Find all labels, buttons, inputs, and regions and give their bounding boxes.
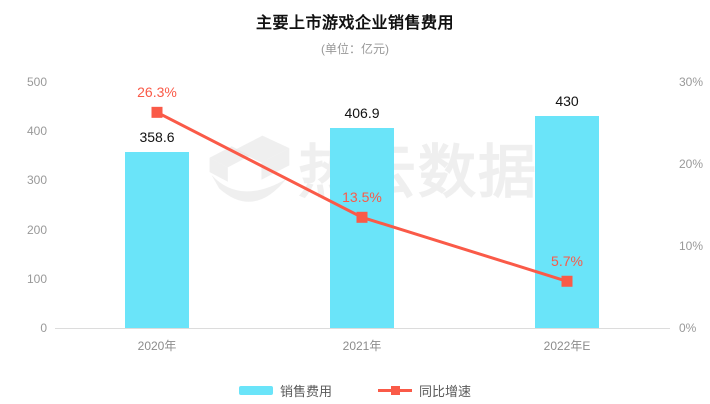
x-axis-label-2020年: 2020年 [137, 339, 177, 353]
y-axis-left-tick: 100 [26, 271, 47, 286]
growth-value-label: 5.7% [551, 253, 583, 270]
legend-label-sales-expense: 销售费用 [279, 384, 332, 399]
legend-item-yoy-growth[interactable]: 同比增速 [378, 381, 471, 400]
legend: 销售费用 同比增速 [0, 381, 710, 400]
legend-label-yoy-growth: 同比增速 [419, 384, 472, 399]
line-swatch-marker [390, 386, 400, 395]
y-axis-left-tick: 400 [26, 124, 47, 139]
bar-value-label: 406.9 [344, 104, 380, 121]
y-axis-left-tick: 200 [26, 222, 47, 237]
growth-value-label: 26.3% [137, 84, 177, 101]
bar-value-label: 430 [555, 93, 579, 110]
y-axis-left-tick: 0 [40, 321, 47, 335]
x-axis-line [54, 327, 670, 329]
bar-value-label: 358.6 [139, 128, 175, 145]
line-swatch-icon [378, 386, 412, 395]
x-axis-label-2022年E: 2022年E [543, 339, 591, 353]
bar-swatch-icon [238, 386, 273, 395]
y-axis-right-tick: 0% [679, 321, 697, 335]
bar-2020年 [125, 151, 189, 328]
y-axis-left-tick: 500 [26, 75, 47, 89]
bar-2022年E [535, 116, 599, 328]
x-axis-label-2021年: 2021年 [342, 339, 382, 353]
chart-title: 主要上市游戏企业销售费用 [255, 15, 454, 32]
reyun-logo-icon [209, 135, 290, 202]
bar-2021年 [330, 127, 394, 328]
y-axis-right-tick: 30% [679, 75, 704, 89]
y-axis-left-tick: 300 [26, 173, 47, 188]
legend-item-sales-expense[interactable]: 销售费用 [238, 381, 332, 400]
chart-subtitle: (单位：亿元) [321, 42, 389, 56]
growth-value-label: 13.5% [342, 189, 382, 206]
y-axis-right-tick: 20% [679, 157, 704, 171]
growth-marker-2020年 [151, 106, 163, 118]
y-axis-right-tick: 10% [679, 239, 704, 253]
